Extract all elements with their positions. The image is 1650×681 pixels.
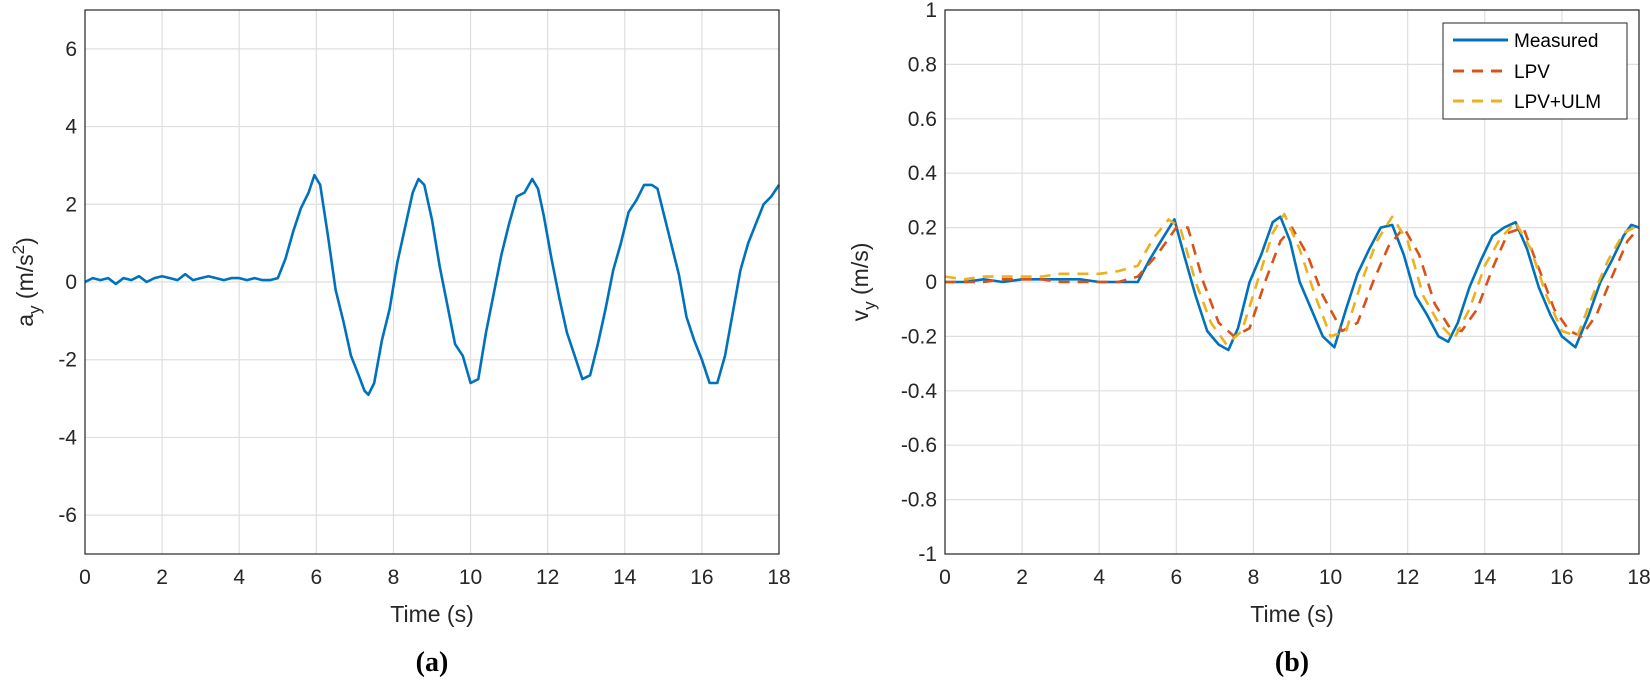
y-tick-label: 1: [925, 0, 937, 22]
x-tick-label: 0: [939, 566, 951, 589]
legend: Measured LPV LPV+ULM: [1442, 22, 1628, 120]
x-tick-label: 2: [1016, 566, 1028, 589]
y-axis-label-b: vy (m/s): [847, 243, 879, 322]
x-tick-labels-a: 0 2 4 6 8 10 12 14 16 18: [79, 566, 791, 589]
series-line-a-0: [84, 173, 781, 397]
y-tick-label: -6: [58, 504, 77, 527]
x-tick-label: 8: [388, 566, 400, 589]
x-tick-labels-b: 0 2 4 6 8 10 12 14 16 18: [939, 566, 1650, 589]
x-tick-label: 6: [1170, 566, 1182, 589]
x-tick-label: 18: [1627, 566, 1650, 589]
series-b: [944, 212, 1640, 352]
x-tick-label: 12: [536, 566, 559, 589]
panel-b: 0 2 4 6 8 10 12 14 16 18 -1 -0.8 -0.6 -0.4 -0.2 0 0.2 0.…: [847, 0, 1650, 678]
x-tick-label: 12: [1396, 566, 1419, 589]
x-tick-label: 16: [690, 566, 713, 589]
x-tick-label: 18: [767, 566, 790, 589]
y-tick-label: -1: [918, 543, 937, 566]
x-tick-label: 8: [1248, 566, 1260, 589]
x-axis-label-a: Time (s): [390, 601, 473, 627]
y-tick-label: 0: [925, 271, 937, 294]
y-tick-label: 6: [65, 38, 77, 61]
y-tick-labels-a: -6 -4 -2 0 2 4 6: [58, 38, 77, 527]
series-a: [84, 173, 781, 397]
x-tick-label: 16: [1550, 566, 1573, 589]
y-tick-label: -0.2: [901, 325, 937, 348]
y-tick-label: -4: [58, 426, 77, 449]
x-axis-label-b: Time (s): [1250, 601, 1333, 627]
legend-label-measured: Measured: [1514, 31, 1599, 52]
y-tick-label: -0.4: [901, 380, 938, 403]
y-tick-label: -2: [58, 349, 77, 372]
y-tick-label: 0.6: [908, 108, 937, 131]
x-tick-label: 4: [1093, 566, 1105, 589]
y-tick-label: 0.8: [908, 53, 937, 76]
y-axis-label-a: ay (m/s2): [9, 237, 44, 327]
y-tick-label: 0.4: [908, 162, 938, 185]
x-tick-label: 0: [79, 566, 91, 589]
y-tick-labels-b: -1 -0.8 -0.6 -0.4 -0.2 0 0.2 0.4 0.6 0.8 1: [901, 0, 938, 566]
axes-box-b: [944, 9, 1640, 555]
x-tick-label: 4: [233, 566, 245, 589]
panel-label-b: (b): [1275, 647, 1309, 678]
panel-a: 0 2 4 6 8 10 12 14 16 18 -6 -4 -2 0 2 4 6 Time (s) ay (…: [9, 9, 791, 678]
series-line-lpv-ulm: [944, 212, 1640, 346]
x-tick-label: 10: [1319, 566, 1342, 589]
y-tick-label: 0.2: [908, 217, 937, 240]
x-tick-label: 6: [310, 566, 322, 589]
x-tick-label: 2: [156, 566, 168, 589]
x-tick-label: 14: [613, 566, 637, 589]
legend-label-lpv-ulm: LPV+ULM: [1514, 92, 1601, 113]
x-tick-label: 14: [1473, 566, 1497, 589]
y-tick-label: 4: [65, 116, 77, 139]
panel-label-a: (a): [416, 647, 449, 678]
series-line-lpv: [945, 226, 1640, 338]
y-tick-label: -0.8: [901, 489, 937, 512]
legend-label-lpv: LPV: [1514, 62, 1550, 83]
y-tick-label: 2: [65, 193, 77, 216]
y-tick-label: -0.6: [901, 434, 937, 457]
axes-box-a: [84, 9, 780, 555]
x-tick-label: 10: [459, 566, 482, 589]
y-tick-label: 0: [65, 271, 77, 294]
